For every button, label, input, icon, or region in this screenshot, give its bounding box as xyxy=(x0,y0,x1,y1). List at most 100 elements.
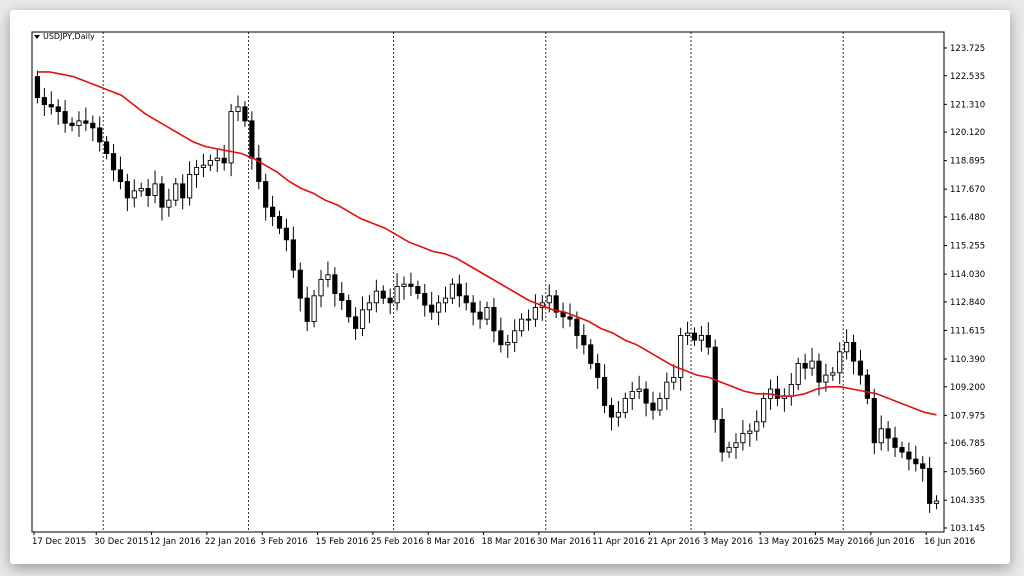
x-tick-label: 3 May 2016 xyxy=(703,537,753,547)
candle xyxy=(221,144,227,171)
candle xyxy=(131,179,137,208)
bull-candle-body xyxy=(754,421,760,432)
bull-candle-body xyxy=(740,432,746,444)
symbol-label[interactable]: USDJPY,Daily xyxy=(34,32,95,41)
bear-candle-body xyxy=(691,332,698,341)
candle xyxy=(387,288,393,315)
bear-candle-body xyxy=(491,307,497,332)
candle xyxy=(124,173,130,212)
candle xyxy=(933,495,940,510)
candle xyxy=(463,282,469,311)
y-tick-label: 114.030 xyxy=(950,270,985,280)
bull-candle-body xyxy=(193,167,200,175)
candle xyxy=(532,294,539,327)
candle xyxy=(595,353,601,389)
plot-area xyxy=(31,31,945,533)
candle xyxy=(512,319,518,353)
candle xyxy=(498,317,504,353)
bear-candle-body xyxy=(304,297,310,322)
bull-candle-body xyxy=(830,372,836,376)
candle xyxy=(110,143,117,182)
bear-candle-body xyxy=(650,402,656,411)
bear-candle-body xyxy=(906,451,912,460)
candle xyxy=(76,111,82,137)
y-tick-label: 107.975 xyxy=(950,411,985,421)
bull-candle-body xyxy=(671,376,677,383)
y-tick-label: 109.200 xyxy=(950,383,985,393)
candle xyxy=(256,144,262,190)
candle xyxy=(913,445,919,472)
candle xyxy=(104,136,110,160)
bear-candle-body xyxy=(774,388,781,399)
candle xyxy=(636,375,642,400)
bull-candle-body xyxy=(76,120,82,127)
bear-candle-body xyxy=(885,428,891,439)
bear-candle-body xyxy=(415,286,421,294)
candle xyxy=(83,107,89,131)
y-tick-label: 105.560 xyxy=(950,468,985,478)
y-tick-label: 116.480 xyxy=(950,213,985,223)
candle xyxy=(401,276,407,300)
candle xyxy=(339,282,345,311)
candle xyxy=(477,300,483,329)
candle xyxy=(795,357,801,391)
bull-candle-body xyxy=(207,160,213,166)
bear-candle-body xyxy=(256,157,262,182)
candle xyxy=(567,303,573,327)
x-tick-label: 6 Jun 2016 xyxy=(869,537,915,547)
bull-candle-body xyxy=(733,442,739,448)
candle xyxy=(318,269,324,308)
candle xyxy=(297,262,303,312)
candle xyxy=(491,297,497,343)
x-tick-label: 11 Apr 2016 xyxy=(592,537,645,547)
x-tick-label: 21 Apr 2016 xyxy=(648,537,701,547)
bull-candle-body xyxy=(622,397,628,413)
candle xyxy=(145,178,151,207)
bear-candle-body xyxy=(380,290,386,299)
bull-candle-body xyxy=(166,199,172,208)
candle xyxy=(615,401,621,427)
candlestick-chart: 123.725 122.535 121.310 120.120 118.895 117.6… xyxy=(31,31,985,547)
bear-candle-body xyxy=(857,360,864,376)
candle xyxy=(276,210,283,235)
bear-candle-body xyxy=(249,120,255,159)
candle xyxy=(214,148,220,172)
bull-candle-body xyxy=(131,190,137,199)
candle xyxy=(657,392,663,416)
bull-candle-body xyxy=(484,307,490,320)
bear-candle-body xyxy=(470,302,476,313)
dropdown-triangle-icon[interactable] xyxy=(34,34,40,39)
candle xyxy=(263,173,269,221)
bear-candle-body xyxy=(498,330,504,346)
symbol-text: USDJPY,Daily xyxy=(43,32,95,41)
bear-candle-body xyxy=(588,344,594,364)
candle xyxy=(484,301,490,325)
y-tick-label: 110.390 xyxy=(950,355,985,365)
bull-candle-body xyxy=(325,274,331,280)
bear-candle-body xyxy=(145,188,151,196)
candle xyxy=(927,456,933,513)
bear-candle-body xyxy=(270,206,276,217)
bull-candle-body xyxy=(373,290,379,304)
bear-candle-body xyxy=(297,269,303,299)
bull-candle-body xyxy=(214,157,220,161)
bull-candle-body xyxy=(684,332,691,336)
bull-candle-body xyxy=(505,342,511,346)
bear-candle-body xyxy=(463,295,469,304)
bull-candle-body xyxy=(657,397,663,411)
bear-candle-body xyxy=(41,97,47,106)
bull-candle-body xyxy=(837,351,843,374)
bear-candle-body xyxy=(892,437,898,448)
x-tick-label: 12 Jan 2016 xyxy=(150,537,201,547)
y-tick-label: 111.615 xyxy=(950,326,985,336)
candle xyxy=(691,327,698,346)
candle xyxy=(200,153,207,178)
bear-candle-body xyxy=(850,342,857,362)
candle xyxy=(830,366,836,381)
candle xyxy=(242,101,248,127)
period-separators xyxy=(102,32,844,532)
candle xyxy=(470,295,476,326)
bear-candle-body xyxy=(221,157,227,164)
candle xyxy=(380,285,386,304)
bear-candle-body xyxy=(332,274,338,294)
